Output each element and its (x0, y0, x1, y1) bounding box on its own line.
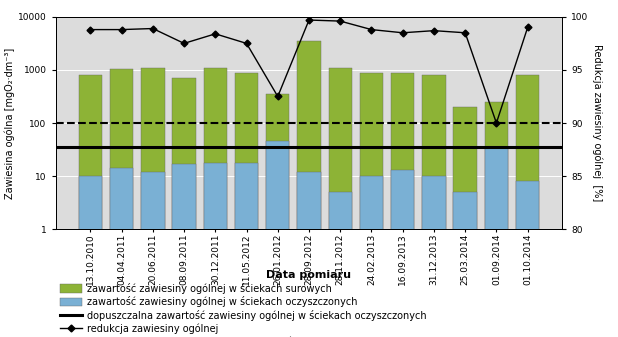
Legend: zawartość zawiesiny ogólnej w ściekach surowych, zawartość zawiesiny ogólnej w ś: zawartość zawiesiny ogólnej w ściekach s… (61, 283, 426, 337)
Y-axis label: Redukcja zawiesiny ogólnej  [%]: Redukcja zawiesiny ogólnej [%] (592, 44, 603, 202)
Bar (329, 192, 352, 337)
Bar (235, 162, 258, 337)
Bar (391, 73, 415, 337)
Bar (360, 176, 383, 337)
Bar (297, 172, 321, 337)
Bar (516, 74, 540, 337)
Bar (203, 68, 227, 337)
Bar (203, 162, 227, 337)
Bar (422, 176, 446, 337)
Bar (297, 41, 321, 337)
Bar (172, 164, 196, 337)
Bar (422, 74, 446, 337)
Bar (78, 176, 102, 337)
Bar (516, 181, 540, 337)
Bar (235, 73, 258, 337)
Bar (141, 68, 164, 337)
Bar (454, 192, 477, 337)
Bar (110, 168, 133, 337)
Bar (485, 102, 508, 337)
Y-axis label: Zawiesina ogólna [mgO₂·dm⁻³]: Zawiesina ogólna [mgO₂·dm⁻³] (4, 48, 15, 198)
Text: Data pomiaru: Data pomiaru (266, 270, 352, 280)
Bar (360, 73, 383, 337)
Bar (391, 170, 415, 337)
Bar (329, 68, 352, 337)
Bar (485, 147, 508, 337)
Bar (110, 69, 133, 337)
Bar (172, 78, 196, 337)
Bar (454, 107, 477, 337)
Bar (266, 94, 289, 337)
Bar (78, 75, 102, 337)
Bar (266, 142, 289, 337)
Bar (141, 172, 164, 337)
